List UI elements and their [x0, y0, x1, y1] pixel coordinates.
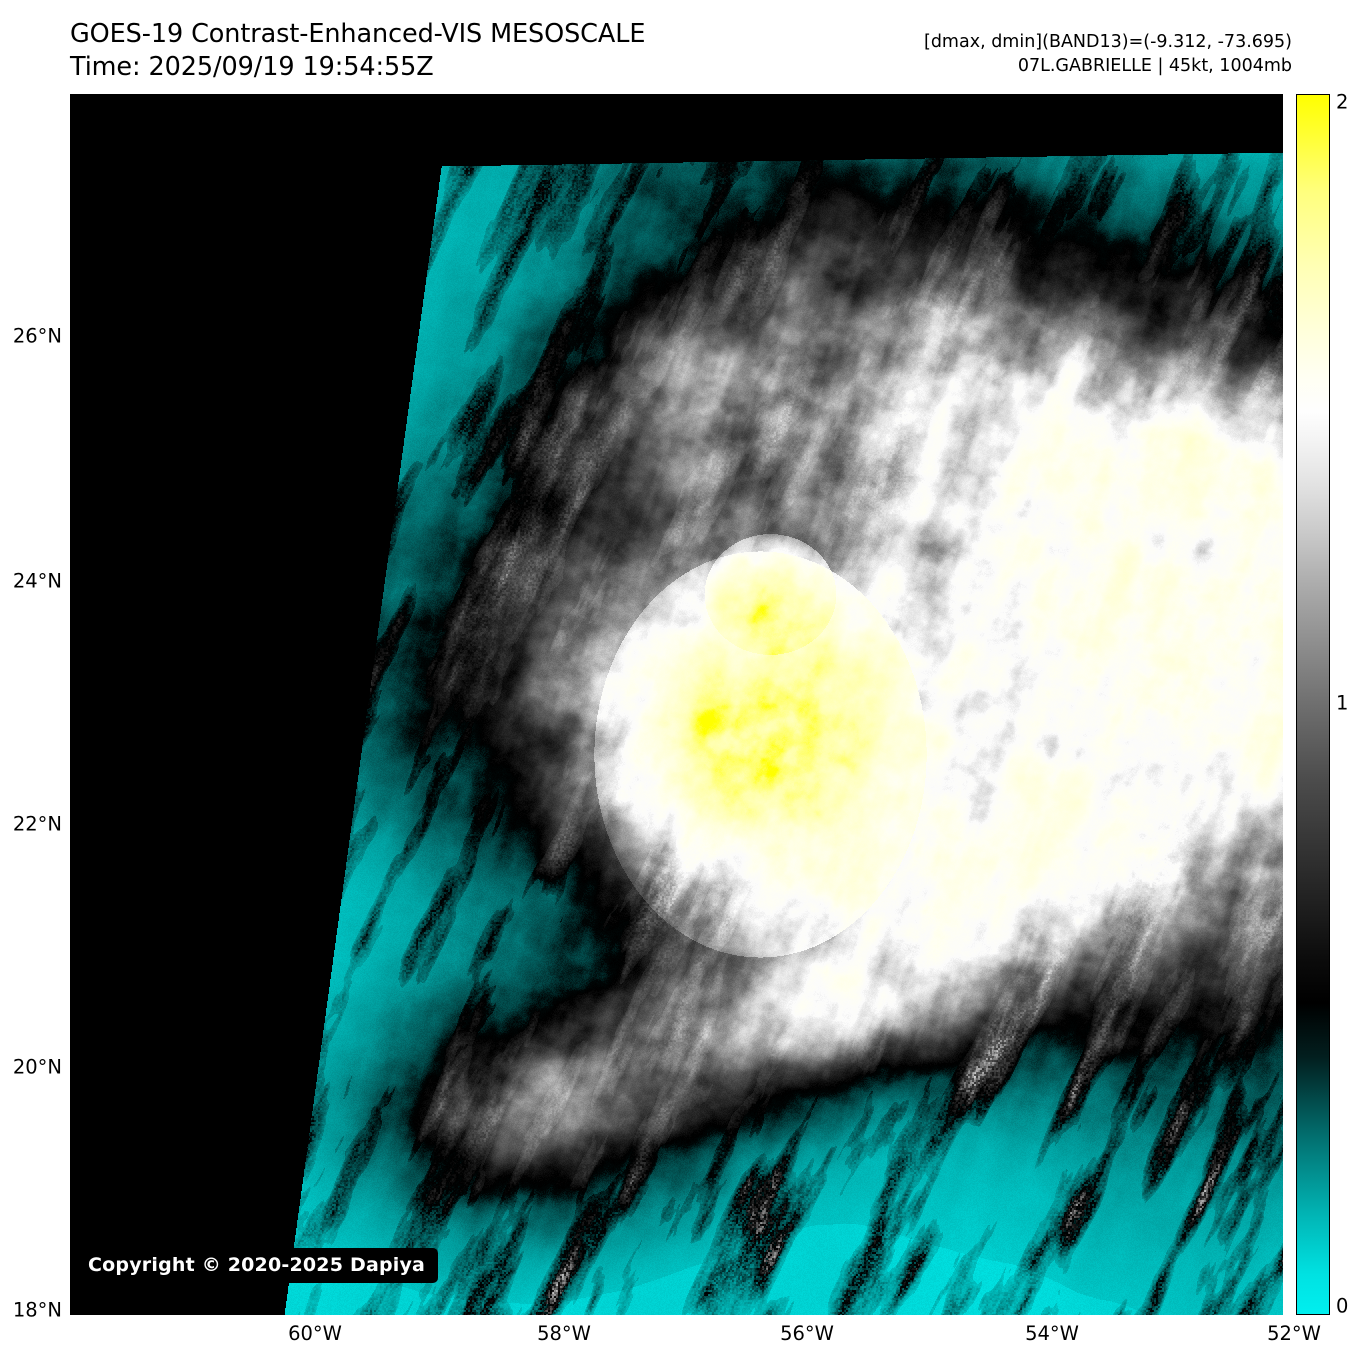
lon-tick-label: 56°W — [780, 1322, 834, 1345]
colorbar-tick-label: 0 — [1336, 1294, 1349, 1318]
timestamp-label: Time: 2025/09/19 19:54:55Z — [70, 52, 434, 83]
colorbar: 2 1 0 — [1296, 91, 1348, 1318]
lat-tick-label: 22°N — [12, 812, 62, 836]
page-title: GOES-19 Contrast-Enhanced-VIS MESOSCALE … — [70, 18, 645, 84]
colorbar-gradient — [1296, 94, 1330, 1315]
lat-tick-label: 24°N — [12, 569, 62, 593]
lat-tick-label: 18°N — [12, 1298, 62, 1322]
metadata-block: [dmax, dmin](BAND13)=(-9.312, -73.695) 0… — [924, 30, 1292, 78]
lon-tick-label: 58°W — [537, 1322, 591, 1345]
lat-tick-label: 20°N — [12, 1055, 62, 1079]
lon-tick-label: 60°W — [288, 1322, 342, 1345]
lon-tick-label: 54°W — [1025, 1322, 1079, 1345]
satellite-imagery-canvas — [70, 94, 1283, 1315]
band-range-label: [dmax, dmin](BAND13)=(-9.312, -73.695) — [924, 32, 1292, 52]
lon-tick-label: 52°W — [1267, 1322, 1321, 1345]
lat-tick-label: 26°N — [12, 324, 62, 348]
copyright-badge: Copyright © 2020-2025 Dapiya — [75, 1248, 439, 1283]
product-title: GOES-19 Contrast-Enhanced-VIS MESOSCALE — [70, 19, 646, 49]
colorbar-tick-label: 1 — [1336, 691, 1349, 715]
satellite-image-plot: Copyright © 2020-2025 Dapiya — [70, 94, 1283, 1315]
storm-info-label: 07L.GABRIELLE | 45kt, 1004mb — [1017, 56, 1292, 77]
colorbar-tick-label: 2 — [1336, 90, 1349, 114]
